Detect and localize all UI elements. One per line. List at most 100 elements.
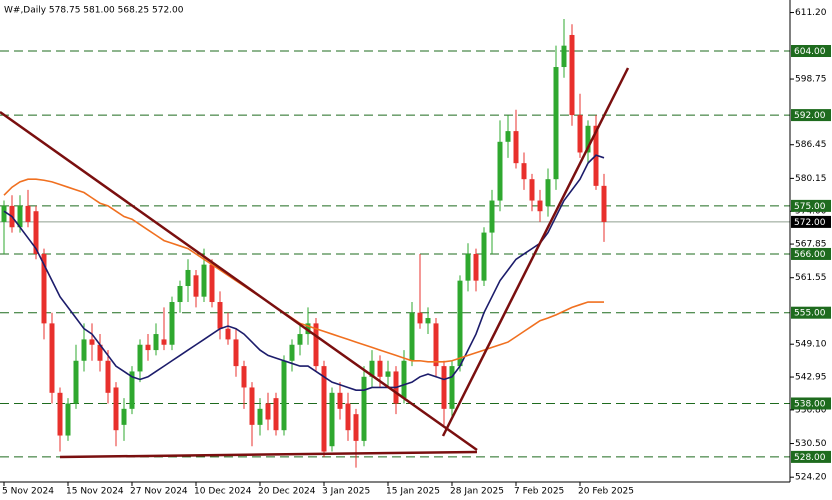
- axes-layer: 611.20598.75586.45580.15574.00567.85561.…: [2, 8, 831, 497]
- candle-body: [569, 34, 575, 116]
- candle-body: [601, 185, 607, 222]
- level-label-box: [791, 199, 831, 212]
- candle-body: [137, 344, 143, 372]
- candle-body: [433, 323, 439, 367]
- candle-body: [481, 232, 487, 281]
- candle-body: [241, 366, 247, 388]
- candle-body: [65, 403, 71, 436]
- x-tick-label: 15 Jan 2025: [386, 487, 440, 497]
- candle-body: [289, 344, 295, 361]
- candle-body: [153, 334, 159, 351]
- candle-body: [201, 264, 207, 297]
- level-label: 566.00: [794, 250, 826, 260]
- candle-body: [193, 275, 199, 297]
- candle-body: [361, 376, 367, 441]
- y-tick-label: 586.45: [795, 140, 827, 150]
- candle-body: [401, 360, 407, 399]
- candle-body: [145, 344, 151, 351]
- candle-body: [73, 360, 79, 404]
- level-label: 538.00: [794, 399, 826, 409]
- candle-body: [273, 398, 279, 431]
- candle-body: [121, 408, 127, 425]
- y-tick-label: 536.80: [795, 405, 827, 415]
- candle-body: [297, 334, 303, 345]
- y-tick-label: 567.85: [795, 240, 827, 250]
- candle-body: [577, 115, 583, 153]
- candle-body: [449, 366, 455, 409]
- candle-body: [353, 414, 359, 441]
- candle-body: [169, 302, 175, 345]
- candle-body: [257, 408, 263, 425]
- candle-body: [377, 360, 383, 377]
- level-label-box: [791, 109, 831, 122]
- candle-body: [441, 366, 447, 409]
- x-tick-label: 3 Jan 2025: [322, 487, 370, 497]
- candle-body: [89, 339, 95, 345]
- candle-body: [529, 179, 535, 201]
- candle-body: [249, 387, 255, 425]
- y-tick-label: 549.10: [795, 340, 827, 350]
- level-label: 575.00: [794, 202, 826, 212]
- level-label: 528.00: [794, 453, 826, 463]
- y-tick-label: 524.20: [795, 473, 827, 483]
- y-tick-label: 561.55: [795, 273, 827, 283]
- candle-body: [561, 45, 567, 68]
- x-tick-label: 5 Nov 2024: [2, 487, 54, 497]
- candle-body: [457, 280, 463, 367]
- x-tick-label: 20 Feb 2025: [578, 487, 634, 497]
- candle-body: [553, 67, 559, 180]
- moving-average: [3, 178, 604, 363]
- candle-body: [521, 163, 527, 180]
- x-tick-label: 28 Jan 2025: [450, 487, 504, 497]
- candle-body: [465, 253, 471, 281]
- candle-body: [161, 339, 167, 345]
- x-tick-label: 27 Nov 2024: [130, 487, 188, 497]
- level-label: 592.00: [794, 111, 826, 121]
- candle-body: [385, 371, 391, 377]
- candle-body: [473, 253, 479, 281]
- candle-body: [505, 131, 511, 142]
- candle-body: [425, 318, 431, 324]
- candle-body: [265, 403, 271, 420]
- candle-body: [321, 366, 327, 452]
- level-label-box: [791, 306, 831, 319]
- chart-header: W#,Daily 578.75 581.00 568.25 572.00: [4, 6, 184, 16]
- y-tick-label: 580.15: [795, 174, 827, 184]
- candle-body: [585, 125, 591, 153]
- level-label-box: [791, 450, 831, 463]
- y-tick-label: 530.50: [795, 439, 827, 449]
- candle-body: [177, 285, 183, 303]
- candle-body: [25, 205, 31, 222]
- candle-body: [217, 302, 223, 329]
- y-tick-label: 611.20: [795, 8, 827, 18]
- candle-body: [185, 269, 191, 286]
- candle-body: [129, 371, 135, 409]
- marks-layer: [1, 18, 607, 468]
- candle-body: [329, 392, 335, 447]
- candle-body: [1, 205, 7, 222]
- candle-body: [409, 312, 415, 361]
- trendline: [441, 67, 630, 437]
- last-price-box: [791, 215, 831, 228]
- candle-body: [97, 344, 103, 361]
- last-price-label: 572.00: [794, 218, 826, 228]
- candle-body: [49, 323, 55, 393]
- candle-body: [281, 360, 287, 431]
- candle-body: [337, 392, 343, 409]
- candle-body: [225, 328, 231, 340]
- candle-body: [113, 387, 119, 431]
- y-tick-label: 542.95: [795, 373, 827, 383]
- candle-body: [57, 392, 63, 436]
- trendlines: [0, 67, 630, 459]
- level-label-box: [791, 397, 831, 410]
- candle-body: [497, 141, 503, 201]
- candle-body: [17, 205, 23, 228]
- x-tick-label: 10 Dec 2024: [194, 487, 252, 497]
- candle-body: [105, 360, 111, 393]
- level-label: 604.00: [794, 47, 826, 57]
- level-label: 555.00: [794, 309, 826, 319]
- candle-body: [345, 403, 351, 431]
- candle-body: [41, 253, 47, 324]
